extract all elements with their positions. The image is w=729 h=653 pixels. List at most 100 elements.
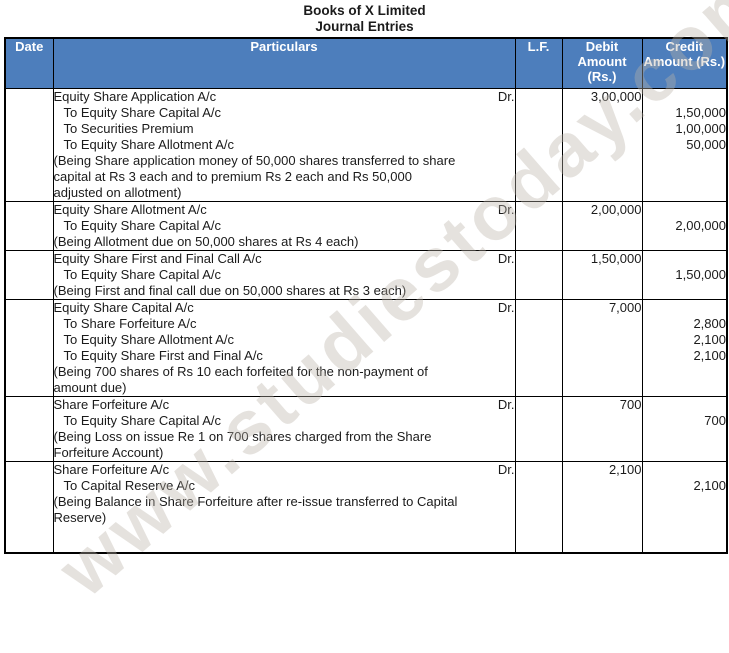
account-name: Equity Share First and Final Call A/c — [53, 251, 262, 266]
page-subtitle: Journal Entries — [315, 19, 414, 34]
credit-amount: 2,100 — [693, 332, 726, 347]
particulars-line: Dr. Share Forfeiture A/c — [54, 397, 515, 413]
debit-amount: 1,50,000 — [590, 251, 642, 266]
debit-amount: 2,00,000 — [590, 202, 642, 217]
credit-cell: 2,00,000 — [641, 201, 728, 251]
particulars-line: To Capital Reserve A/c — [54, 478, 515, 494]
particulars-line: To Equity Share Capital A/c — [54, 218, 515, 234]
credit-cell: 2,100 — [641, 461, 728, 554]
debit-amount — [563, 121, 642, 137]
credit-amount — [643, 89, 727, 105]
debit-amount: 700 — [619, 397, 642, 412]
debit-cell: 2,00,000 — [561, 201, 643, 251]
particulars-line: To Equity Share Allotment A/c — [54, 137, 515, 153]
credit-cell: 1,50,000 — [641, 250, 728, 300]
particulars-line: Dr. Equity Share Application A/c — [54, 89, 515, 105]
journal-entry-row: Dr. Equity Share First and Final Call A/c… — [4, 250, 728, 300]
credit-amount: 700 — [704, 413, 726, 428]
debit-amount — [563, 348, 642, 364]
narration-line: (Being Share application money of 50,000… — [53, 153, 456, 168]
credit-amount — [643, 202, 727, 218]
credit-amount: 1,50,000 — [675, 267, 726, 282]
account-name: Share Forfeiture A/c — [53, 462, 170, 477]
narration-line: (Being 700 shares of Rs 10 each forfeite… — [53, 364, 428, 379]
header-particulars: Particulars — [52, 37, 516, 89]
page-title: Books of X Limited — [303, 3, 426, 18]
credit-amount: 1,00,000 — [675, 121, 726, 136]
debit-cell: 1,50,000 — [561, 250, 643, 300]
account-name: To Equity Share Capital A/c — [63, 413, 222, 428]
particulars-line: To Equity Share Capital A/c — [54, 413, 515, 429]
credit-amount — [643, 251, 727, 267]
journal-entry-row: Dr. Equity Share Allotment A/c To Equity S… — [4, 201, 728, 251]
account-name: To Equity Share Capital A/c — [63, 267, 222, 282]
particulars-line: To Equity Share Allotment A/c — [54, 332, 515, 348]
dr-label: Dr. — [497, 300, 515, 315]
journal-table-header: Date Particulars L.F. Debit Amount (Rs.)… — [4, 37, 728, 89]
credit-amount: 2,00,000 — [675, 218, 726, 233]
dr-label: Dr. — [497, 251, 515, 266]
header-credit-amount: Credit Amount (Rs.) — [641, 37, 728, 89]
header-row: Date Particulars L.F. Debit Amount (Rs.)… — [4, 37, 728, 89]
dr-label: Dr. — [497, 397, 515, 412]
particulars-line: To Share Forfeiture A/c — [54, 316, 515, 332]
particulars-cell: Dr. Equity Share Capital A/c To Share Forf… — [52, 299, 516, 397]
credit-amount — [643, 462, 727, 478]
particulars-line: Dr. Equity Share Capital A/c — [54, 300, 515, 316]
lf-cell — [514, 88, 563, 202]
particulars-line: Dr. Equity Share First and Final Call A/c — [54, 251, 515, 267]
debit-cell: 3,00,000 — [561, 88, 643, 202]
narration-line: capital at Rs 3 each and to premium Rs 2… — [53, 169, 412, 184]
journal-table-body: Dr. Equity Share Application A/c To Equity… — [4, 88, 728, 554]
particulars-line: Dr. Equity Share Allotment A/c — [54, 202, 515, 218]
account-name: Equity Share Application A/c — [53, 89, 217, 104]
account-name: Equity Share Allotment A/c — [53, 202, 207, 217]
particulars-cell: Dr. Share Forfeiture A/c To Capital Reserv… — [52, 461, 516, 554]
date-cell — [4, 461, 54, 554]
dr-label: Dr. — [497, 462, 515, 477]
narration-line: Forfeiture Account) — [53, 445, 164, 460]
particulars-line: To Equity Share Capital A/c — [54, 267, 515, 283]
credit-amount: 2,800 — [693, 316, 726, 331]
account-name: To Equity Share Allotment A/c — [63, 137, 235, 152]
particulars-line: To Equity Share Capital A/c — [54, 105, 515, 121]
debit-amount — [563, 137, 642, 153]
lf-cell — [514, 250, 563, 300]
narration-line: (Being Loss on issue Re 1 on 700 shares … — [53, 429, 432, 444]
debit-amount: 2,100 — [608, 462, 642, 477]
narration-line: Reserve) — [53, 510, 107, 525]
dr-label: Dr. — [497, 202, 515, 217]
account-name: To Equity Share Capital A/c — [63, 218, 222, 233]
credit-cell: 2,800 2,100 2,100 — [641, 299, 728, 397]
dr-label: Dr. — [497, 89, 515, 104]
lf-cell — [514, 461, 563, 554]
account-name: Share Forfeiture A/c — [53, 397, 170, 412]
particulars-cell: Dr. Equity Share First and Final Call A/c… — [52, 250, 516, 300]
date-cell — [4, 250, 54, 300]
particulars-cell: Dr. Equity Share Allotment A/c To Equity S… — [52, 201, 516, 251]
account-name: To Equity Share First and Final A/c — [63, 348, 263, 363]
date-cell — [4, 88, 54, 202]
journal-entry-row: Dr. Share Forfeiture A/c To Equity Share C… — [4, 396, 728, 462]
particulars-cell: Dr. Equity Share Application A/c To Equity… — [52, 88, 516, 202]
credit-cell: 700 — [641, 396, 728, 462]
header-debit-amount: Debit Amount (Rs.) — [561, 37, 643, 89]
debit-cell: 700 — [561, 396, 643, 462]
date-cell — [4, 299, 54, 397]
journal-entry-row: Dr. Equity Share Capital A/c To Share Forf… — [4, 299, 728, 397]
debit-amount — [563, 316, 642, 332]
account-name: To Capital Reserve A/c — [63, 478, 196, 493]
debit-amount — [563, 267, 642, 283]
journal-page: Books of X Limited Journal Entries Date … — [4, 3, 728, 554]
debit-amount: 3,00,000 — [590, 89, 642, 104]
narration-line: (Being First and final call due on 50,00… — [53, 283, 407, 298]
journal-table: Date Particulars L.F. Debit Amount (Rs.)… — [4, 37, 728, 554]
debit-cell: 2,100 — [561, 461, 643, 554]
narration-line: adjusted on allotment) — [53, 185, 182, 200]
lf-cell — [514, 299, 563, 397]
lf-cell — [514, 201, 563, 251]
particulars-line: Dr. Share Forfeiture A/c — [54, 462, 515, 478]
debit-amount — [563, 105, 642, 121]
particulars-line: To Equity Share First and Final A/c — [54, 348, 515, 364]
account-name: To Securities Premium — [63, 121, 194, 136]
